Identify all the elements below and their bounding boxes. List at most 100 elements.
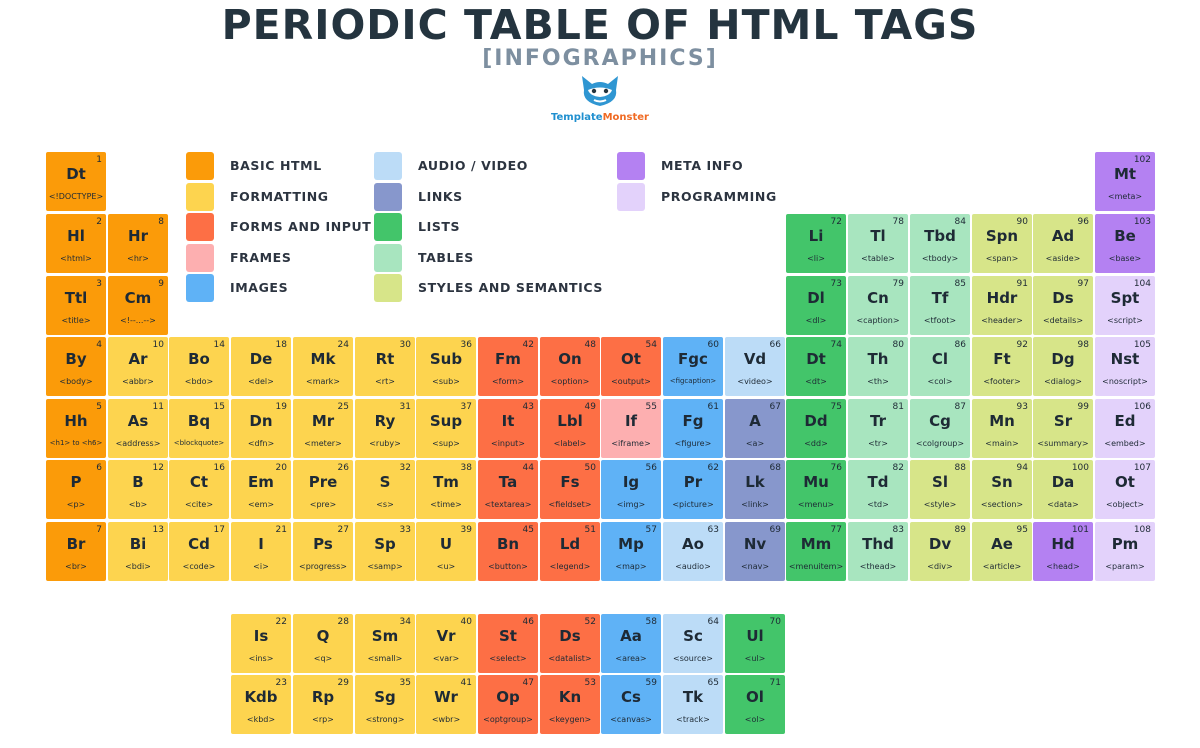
element-symbol: Mr bbox=[311, 412, 335, 430]
element-symbol: U bbox=[439, 535, 453, 553]
element-number: 58 bbox=[645, 617, 657, 627]
element-symbol: A bbox=[749, 412, 761, 430]
element-number: 54 bbox=[645, 340, 657, 350]
element-number: 70 bbox=[769, 617, 781, 627]
element-number: 2 bbox=[96, 217, 102, 227]
page-subtitle: [INFOGRAPHICS] bbox=[482, 46, 718, 71]
element-tag: <bdi> bbox=[125, 562, 151, 571]
element-cell-89: 89 Dv <div> bbox=[910, 522, 970, 581]
element-number: 107 bbox=[1133, 463, 1151, 473]
element-cell-50: 50 Fs <fieldset> bbox=[540, 460, 600, 519]
element-number: 28 bbox=[337, 617, 349, 627]
element-symbol: As bbox=[127, 412, 149, 430]
element-symbol: If bbox=[624, 412, 638, 430]
element-number: 5 bbox=[96, 402, 102, 412]
element-cell-79: 79 Cn <caption> bbox=[848, 276, 908, 335]
element-cell-11: 11 As <address> bbox=[108, 399, 168, 458]
element-number: 15 bbox=[213, 402, 225, 412]
element-tag: <meter> bbox=[304, 439, 342, 448]
element-tag: <del> bbox=[248, 377, 274, 386]
legend-swatch-tables bbox=[374, 243, 402, 272]
legend-label-styles: STYLES AND SEMANTICS bbox=[418, 280, 604, 295]
element-cell-105: 105 Nst <noscript> bbox=[1095, 337, 1155, 396]
element-number: 92 bbox=[1016, 340, 1028, 350]
element-cell-85: 85 Tf <tfoot> bbox=[910, 276, 970, 335]
element-number: 7 bbox=[96, 525, 102, 535]
element-number: 108 bbox=[1133, 525, 1151, 535]
element-number: 102 bbox=[1133, 155, 1151, 165]
element-number: 76 bbox=[830, 463, 842, 473]
element-symbol: De bbox=[249, 350, 273, 368]
element-symbol: Spn bbox=[985, 227, 1019, 245]
element-symbol: Sc bbox=[683, 627, 703, 645]
legend-label-links: LINKS bbox=[418, 188, 463, 204]
element-tag: <param> bbox=[1105, 562, 1145, 571]
element-symbol: Sn bbox=[991, 473, 1013, 491]
element-number: 31 bbox=[399, 402, 411, 412]
element-symbol: It bbox=[501, 412, 515, 430]
element-tag: <address> bbox=[115, 439, 161, 448]
element-number: 34 bbox=[399, 617, 411, 627]
element-tag: <fieldset> bbox=[548, 500, 592, 509]
element-cell-8: 8 Hr <hr> bbox=[108, 214, 168, 273]
element-cell-38: 38 Tm <time> bbox=[416, 460, 476, 519]
element-symbol: Mn bbox=[989, 412, 1015, 430]
element-tag: <dfn> bbox=[247, 439, 275, 448]
element-cell-94: 94 Sn <section> bbox=[972, 460, 1032, 519]
element-cell-1: 1 Dt <!DOCTYPE> bbox=[46, 152, 106, 211]
element-symbol: Cg bbox=[929, 412, 951, 430]
element-number: 24 bbox=[337, 340, 349, 350]
element-tag: <option> bbox=[550, 377, 590, 386]
element-tag: <button> bbox=[488, 562, 528, 571]
element-symbol: Rt bbox=[375, 350, 395, 368]
element-tag: <em> bbox=[247, 500, 275, 509]
element-cell-5: 5 Hh <h1> to <h6> bbox=[46, 399, 106, 458]
element-cell-78: 78 Tl <table> bbox=[848, 214, 908, 273]
element-cell-45: 45 Bn <button> bbox=[478, 522, 538, 581]
element-number: 23 bbox=[275, 678, 287, 688]
element-number: 84 bbox=[954, 217, 966, 227]
element-tag: <abbr> bbox=[122, 377, 154, 386]
element-symbol: Fs bbox=[560, 473, 580, 491]
element-tag: <figcaption> bbox=[669, 377, 717, 385]
element-tag: <footer> bbox=[983, 377, 1021, 386]
legend-label-programming: PROGRAMMING bbox=[661, 188, 777, 204]
element-cell-40: 40 Vr <var> bbox=[416, 614, 476, 673]
element-tag: <menu> bbox=[797, 500, 835, 509]
element-number: 75 bbox=[830, 402, 842, 412]
element-tag: <tbody> bbox=[921, 254, 959, 263]
legend-label-audio: AUDIO / VIDEO bbox=[418, 158, 529, 173]
element-number: 47 bbox=[522, 678, 534, 688]
element-symbol: Mp bbox=[618, 535, 644, 553]
element-number: 105 bbox=[1133, 340, 1151, 350]
element-tag: <colgroup> bbox=[915, 439, 965, 448]
element-number: 9 bbox=[158, 279, 164, 289]
element-symbol: Vr bbox=[436, 627, 456, 645]
element-tag: <noscript> bbox=[1102, 377, 1148, 386]
element-symbol: Wr bbox=[434, 688, 458, 706]
element-tag: <h1> to <h6> bbox=[49, 439, 103, 447]
element-cell-101: 101 Hd <head> bbox=[1033, 522, 1093, 581]
element-cell-84: 84 Tbd <tbody> bbox=[910, 214, 970, 273]
element-number: 52 bbox=[584, 617, 596, 627]
element-symbol: Mu bbox=[803, 473, 829, 491]
element-cell-16: 16 Ct <cite> bbox=[169, 460, 229, 519]
element-cell-66: 66 Vd <video> bbox=[725, 337, 785, 396]
legend-label-meta: META INFO bbox=[661, 158, 744, 173]
element-tag: <dl> bbox=[805, 316, 827, 325]
element-cell-87: 87 Cg <colgroup> bbox=[910, 399, 970, 458]
element-number: 4 bbox=[96, 340, 102, 350]
element-tag: <caption> bbox=[856, 316, 900, 325]
element-number: 99 bbox=[1077, 402, 1089, 412]
element-tag: <bdo> bbox=[184, 377, 214, 386]
element-symbol: Dg bbox=[1051, 350, 1075, 368]
element-tag: <object> bbox=[1105, 500, 1145, 509]
element-tag: <small> bbox=[367, 654, 403, 663]
element-cell-103: 103 Be <base> bbox=[1095, 214, 1155, 273]
element-cell-102: 102 Mt <meta> bbox=[1095, 152, 1155, 211]
element-number: 10 bbox=[152, 340, 164, 350]
legend-label-basic: BASIC HTML bbox=[230, 158, 322, 173]
element-number: 72 bbox=[830, 217, 842, 227]
element-tag: <cite> bbox=[184, 500, 214, 509]
element-number: 36 bbox=[460, 340, 472, 350]
